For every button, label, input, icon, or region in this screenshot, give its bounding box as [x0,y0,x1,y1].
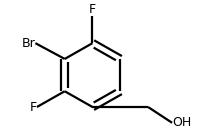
Text: F: F [30,101,37,114]
Text: OH: OH [172,116,191,129]
Text: Br: Br [22,37,35,50]
Text: F: F [89,3,96,16]
